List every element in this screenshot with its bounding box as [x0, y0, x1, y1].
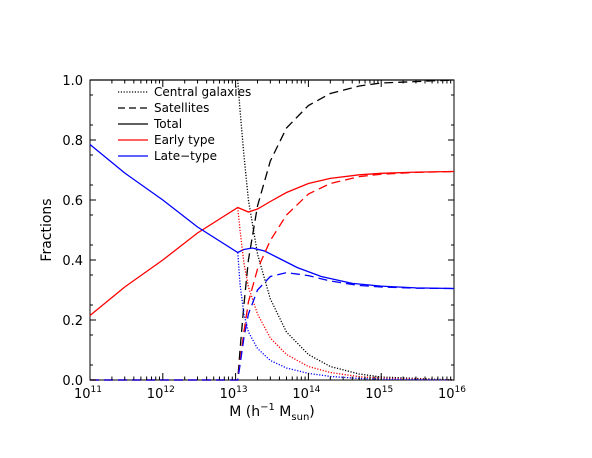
- legend-label-3: Early type: [154, 133, 215, 147]
- y-tick-label: 0.8: [62, 134, 83, 149]
- x-axis-label: M (h−1 Msun): [229, 402, 315, 423]
- legend-label-1: Satellites: [154, 101, 209, 115]
- series-line-6: [237, 252, 455, 381]
- plot-frame: [89, 79, 455, 381]
- series-line-8: [90, 271, 455, 381]
- series-line-1: [237, 79, 455, 381]
- x-tick-label: 1013: [220, 385, 248, 402]
- x-axis-label-end: ): [309, 404, 314, 420]
- legend: Central galaxies Satellites Total Early typ…: [118, 85, 251, 163]
- legend-label-4: Late−type: [154, 149, 217, 163]
- series-line-5: [237, 207, 455, 381]
- y-axis-label: Fractions: [39, 198, 55, 261]
- y-tick-label: 0.0: [62, 374, 83, 389]
- x-axis-label-sub: sun: [291, 412, 309, 423]
- ticks-layer: 0.0 0.2 0.4 0.6 0.8 1.0 1011 1012 1013 1014 1015 10…: [62, 74, 466, 402]
- series-layer: [89, 79, 455, 381]
- y-tick-label: 0.4: [62, 254, 83, 269]
- x-axis-label-exp: −1: [260, 402, 275, 413]
- series-line-3: [89, 170, 455, 317]
- series-line-4: [89, 143, 455, 290]
- x-tick-label: 1011: [74, 385, 102, 402]
- x-axis-label-mid: M: [275, 404, 292, 420]
- x-tick-label: 1015: [365, 385, 393, 402]
- x-tick-label: 1014: [292, 385, 320, 402]
- legend-label-0: Central galaxies: [154, 85, 251, 99]
- x-axis-label-main: M (h: [229, 404, 260, 420]
- x-tick-label: 1012: [147, 385, 175, 402]
- y-tick-label: 0.6: [62, 194, 83, 209]
- x-tick-label: 1016: [438, 385, 466, 402]
- y-tick-label: 1.0: [62, 74, 83, 89]
- y-tick-label: 0.2: [62, 314, 83, 329]
- legend-label-2: Total: [153, 117, 182, 131]
- series-line-2: [90, 79, 455, 381]
